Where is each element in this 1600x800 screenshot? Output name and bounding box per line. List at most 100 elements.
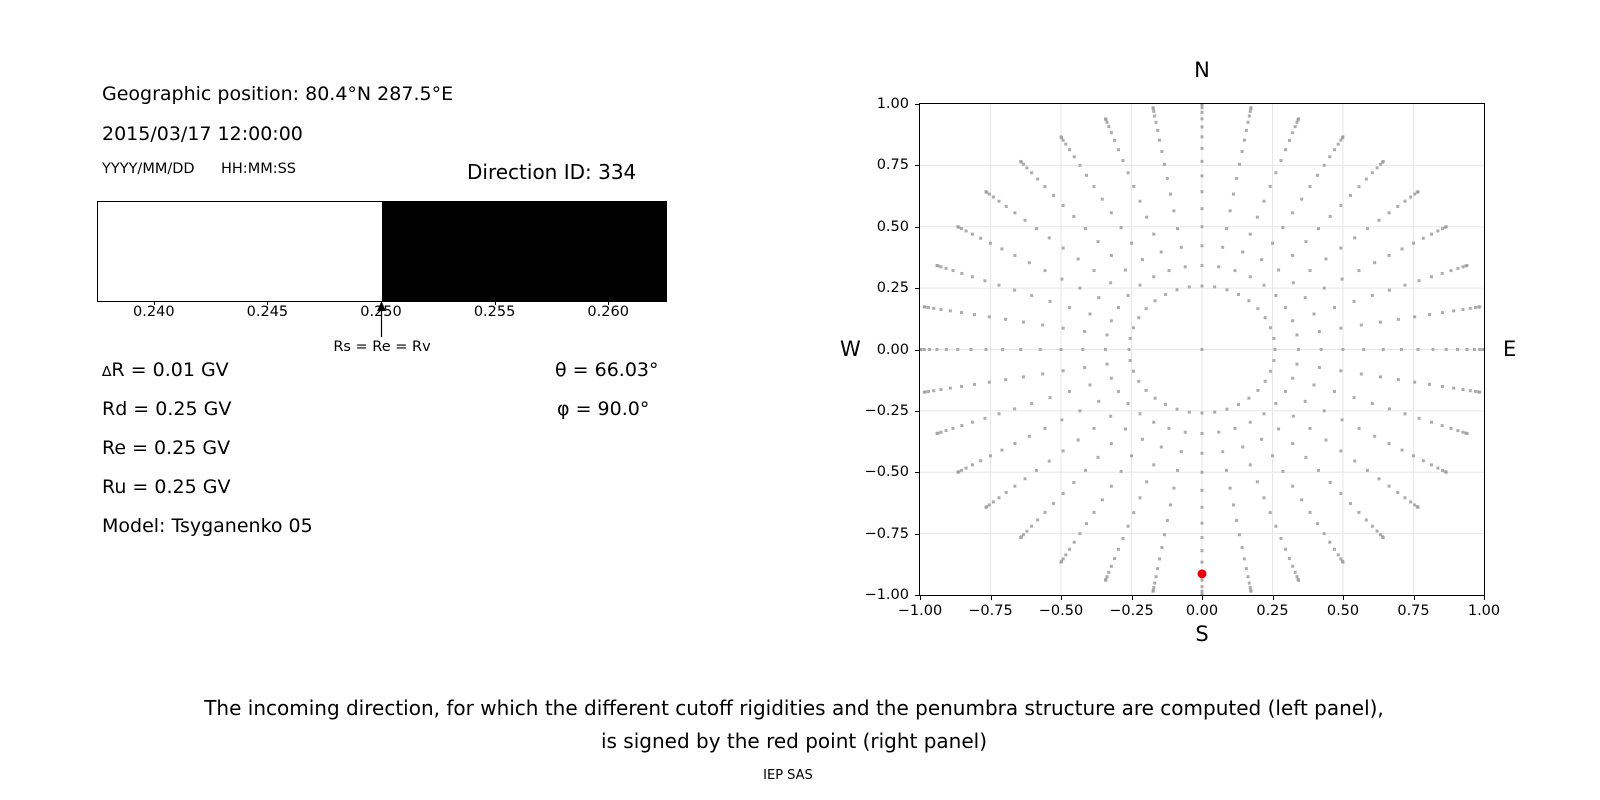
direction-grid-dot [1076, 257, 1080, 261]
direction-grid-dot [1035, 468, 1039, 472]
direction-grid-dot [1109, 211, 1113, 215]
direction-grid-dot [1153, 396, 1157, 400]
direction-grid-dot [956, 470, 960, 474]
direction-grid-dot [1145, 480, 1149, 484]
direction-grid-dot [1272, 336, 1276, 340]
direction-grid-dot [948, 309, 952, 313]
param-phi: φ = 90.0° [557, 398, 650, 420]
direction-grid-dot [991, 195, 995, 199]
direction-grid-dot [1105, 120, 1109, 124]
direction-grid-dot [959, 468, 963, 472]
direction-grid-dot [1248, 463, 1252, 467]
direction-grid-dot [1047, 236, 1051, 240]
direction-grid-dot [984, 190, 988, 194]
direction-grid-dot [956, 348, 960, 351]
direction-grid-dot [1151, 589, 1155, 593]
direction-grid-dot [1154, 575, 1158, 579]
direction-grid-dot [1156, 128, 1160, 132]
direction-grid-dot [1200, 549, 1204, 553]
direction-grid-dot [1291, 211, 1295, 215]
direction-grid-dot [1233, 426, 1237, 430]
direction-grid-dot [1200, 593, 1204, 597]
direction-grid-dot [1013, 253, 1017, 257]
direction-grid-dot [1165, 177, 1169, 181]
direction-grid-dot [997, 412, 1001, 416]
direction-grid-dot [1130, 241, 1133, 245]
penumbra-chart [97, 201, 667, 302]
direction-grid-dot [1381, 348, 1385, 351]
credit-text: IEP SAS [763, 768, 813, 783]
direction-grid-dot [1200, 536, 1204, 540]
direction-grid-dot [1061, 369, 1065, 373]
x-axis-tick-label: 0.00 [1185, 603, 1219, 619]
direction-grid-dot [1138, 199, 1142, 203]
direction-grid-dot [1138, 496, 1142, 500]
direction-grid-dot [1213, 410, 1217, 414]
direction-grid-dot [1322, 163, 1326, 167]
penumbra-segment [98, 202, 382, 301]
direction-grid-dot [1187, 285, 1191, 289]
direction-grid-dot [1317, 329, 1321, 333]
x-axis-tick [1343, 596, 1344, 600]
direction-grid-dot [1231, 192, 1235, 196]
direction-grid-dot [1200, 225, 1204, 229]
direction-grid-dot [1364, 518, 1368, 522]
direction-grid-dot [1271, 241, 1274, 245]
direction-grid-dot [1159, 445, 1163, 449]
direction-grid-dot [1183, 265, 1187, 269]
direction-grid-dot [935, 264, 939, 268]
direction-grid-dot [1076, 438, 1080, 442]
direction-grid-dot [1019, 348, 1023, 351]
direction-grid-dot [1452, 386, 1456, 390]
x-axis-tick-label: 1.00 [1467, 603, 1501, 619]
direction-grid-dot [1400, 448, 1404, 452]
y-axis-tick [915, 288, 919, 290]
direction-grid-dot [1262, 496, 1266, 500]
direction-grid-dot [1336, 142, 1340, 146]
direction-grid-dot [1291, 484, 1295, 488]
direction-grid-dot [1291, 414, 1295, 418]
direction-grid-dot [1030, 401, 1034, 405]
direction-grid-dot [959, 311, 963, 315]
direction-grid-dot [1317, 468, 1321, 472]
direction-grid-dot [1131, 369, 1135, 373]
direction-grid-dot [1019, 159, 1023, 163]
direction-grid-dot [1160, 149, 1164, 153]
direction-grid-dot [1461, 307, 1465, 311]
direction-grid-dot [1121, 536, 1125, 540]
direction-grid-dot [1413, 503, 1417, 507]
direction-grid-dot [928, 348, 932, 351]
penumbra-tick-label: 0.240 [133, 304, 175, 320]
direction-grid-dot [1339, 138, 1343, 142]
direction-grid-dot [1332, 389, 1336, 393]
penumbra-tick-label: 0.260 [587, 304, 629, 320]
direction-grid-dot [1156, 567, 1160, 571]
direction-grid-dot [1339, 203, 1343, 207]
y-axis-tick-label: 1.00 [876, 96, 909, 112]
direction-id-text: Direction ID: 334 [467, 160, 637, 184]
direction-grid-dot [1260, 258, 1264, 262]
direction-grid-dot [1296, 117, 1300, 121]
direction-grid-dot [1429, 232, 1433, 236]
direction-grid-dot [1409, 195, 1413, 199]
penumbra-segment [382, 202, 666, 301]
direction-grid-dot [1061, 246, 1065, 250]
direction-grid-dot [1284, 148, 1288, 152]
direction-grid-dot [1013, 484, 1017, 488]
direction-grid-dot [1364, 177, 1368, 181]
direction-grid-dot [1263, 316, 1267, 320]
direction-grid-dot [997, 283, 1001, 287]
x-axis-tick [1202, 596, 1203, 600]
direction-grid-dot [1461, 430, 1465, 434]
direction-grid-dot [1023, 218, 1027, 222]
direction-grid-dot [1144, 388, 1148, 392]
direction-grid-dot [1396, 204, 1400, 208]
direction-grid-dot [1109, 131, 1113, 135]
direction-grid-dot [1456, 348, 1460, 351]
direction-grid-dot [1262, 283, 1266, 287]
x-axis-tick-label: −0.75 [968, 603, 1013, 619]
direction-grid-dot [1339, 492, 1343, 496]
direction-grid-dot [1440, 271, 1444, 275]
direction-grid-dot [1396, 491, 1400, 495]
direction-grid-dot [1061, 138, 1065, 142]
